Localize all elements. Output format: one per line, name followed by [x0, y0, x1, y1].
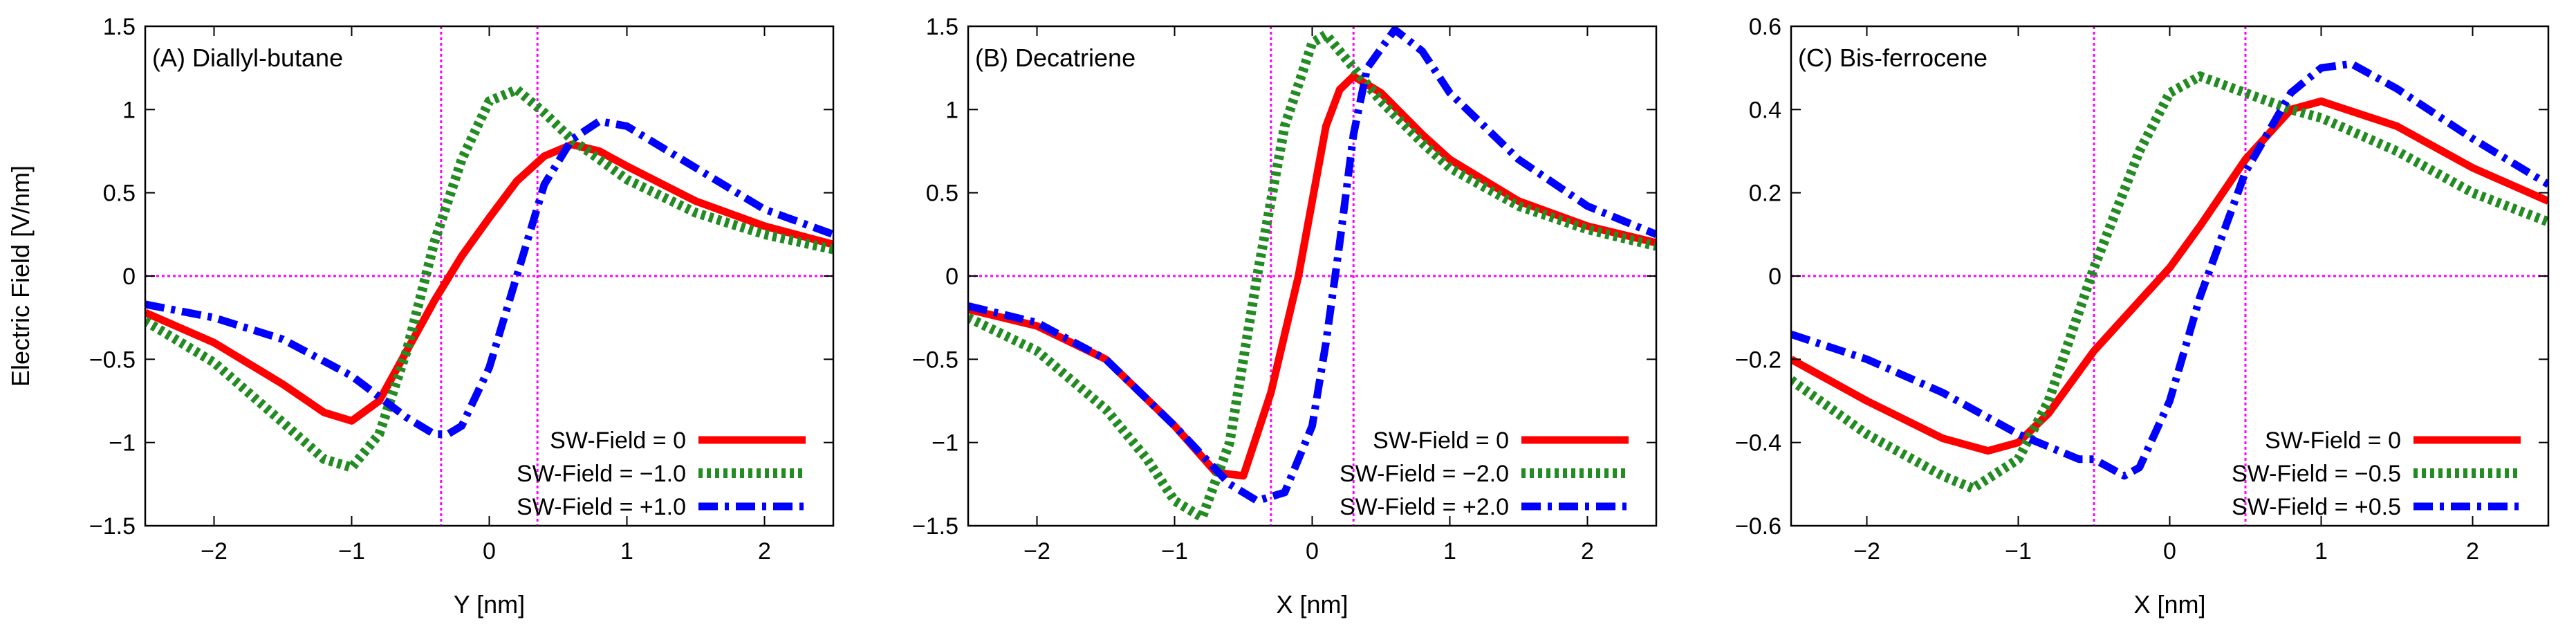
legend-label: SW-Field = −1.0	[517, 461, 686, 487]
y-tick-label: −0.5	[912, 347, 958, 373]
panel-title: (A) Diallyl-butane	[152, 44, 343, 72]
x-tick-label: 1	[1443, 538, 1456, 565]
y-tick-label: 0	[122, 264, 136, 290]
y-tick-label: 1.5	[103, 14, 136, 40]
y-tick-label: 0.5	[103, 181, 136, 207]
x-tick-label: 2	[758, 538, 771, 565]
series-line-1	[1791, 71, 2548, 493]
x-tick-label: 2	[2466, 538, 2479, 565]
x-axis-label: X [nm]	[1276, 590, 1348, 618]
x-tick-label: −2	[1853, 538, 1880, 565]
y-tick-label: 0.2	[1749, 181, 1781, 207]
y-tick-label: −1	[932, 430, 958, 457]
legend-label: SW-Field = +2.0	[1340, 494, 1509, 520]
series-line-0	[1791, 97, 2548, 455]
panel-a: −2 −1 0 1 2 −1.5 −1 −0.5 0 0.5 1 1.5 (A) Diallyl-but…	[6, 14, 835, 618]
y-tick-label: 0.4	[1749, 97, 1781, 123]
panel-title: (C) Bis-ferrocene	[1798, 44, 1987, 72]
legend-label: SW-Field = 0	[2265, 428, 2401, 454]
y-tick-label: 0	[1768, 264, 1781, 290]
x-tick-label: −2	[1023, 538, 1050, 565]
panel-c: −2 −1 0 1 2 −0.6 −0.4 −0.2 0 0.2 0.4 0.6 (C) Bis-fer…	[1735, 14, 2550, 618]
legend-label: SW-Field = −0.5	[2232, 461, 2401, 487]
y-tick-label: 1	[122, 97, 136, 123]
x-tick-label: 1	[2315, 538, 2328, 565]
series-line-0	[145, 140, 833, 425]
x-tick-label: 2	[1581, 538, 1594, 565]
y-tick-label: 0.5	[926, 181, 958, 207]
y-tick-label: −0.6	[1735, 513, 1781, 540]
x-tick-label: −1	[2005, 538, 2032, 565]
y-tick-label: −1.5	[912, 513, 958, 540]
series-line-2	[1791, 59, 2548, 480]
y-tick-label: −0.5	[89, 347, 136, 373]
y-tick-label: −0.2	[1735, 347, 1781, 373]
series-line-2	[145, 117, 833, 439]
y-tick-label: −0.4	[1735, 430, 1781, 457]
x-tick-label: −1	[338, 538, 365, 565]
y-tick-label: −1	[109, 430, 136, 457]
y-tick-label: 0	[945, 264, 958, 290]
panel-b: −2 −1 0 1 2 −1.5 −1 −0.5 0 0.5 1 1.5 (B) Decatriene X…	[912, 14, 1658, 618]
legend-label: SW-Field = +1.0	[517, 494, 686, 520]
x-tick-label: 0	[483, 538, 496, 565]
legend-label: SW-Field = 0	[550, 428, 686, 454]
y-tick-label: 1	[945, 97, 958, 123]
series-line-1	[968, 30, 1656, 522]
legend-label: SW-Field = +0.5	[2232, 494, 2401, 520]
x-tick-label: 1	[620, 538, 633, 565]
x-tick-label: −2	[201, 538, 228, 565]
y-axis-label: Electric Field [V/nm]	[6, 165, 35, 387]
x-axis-label: Y [nm]	[454, 590, 525, 618]
x-tick-label: 0	[2163, 538, 2176, 565]
legend-label: SW-Field = 0	[1373, 428, 1509, 454]
x-tick-label: 0	[1306, 538, 1319, 565]
y-tick-label: 1.5	[926, 14, 958, 40]
legend-label: SW-Field = −2.0	[1340, 461, 1509, 487]
series-line-1	[145, 84, 833, 472]
panel-title: (B) Decatriene	[975, 44, 1136, 72]
x-axis-label: X [nm]	[2133, 590, 2205, 618]
x-tick-label: −1	[1161, 538, 1188, 565]
series-line-2	[968, 26, 1656, 505]
y-tick-label: 0.6	[1749, 14, 1781, 40]
y-tick-label: −1.5	[89, 513, 136, 540]
